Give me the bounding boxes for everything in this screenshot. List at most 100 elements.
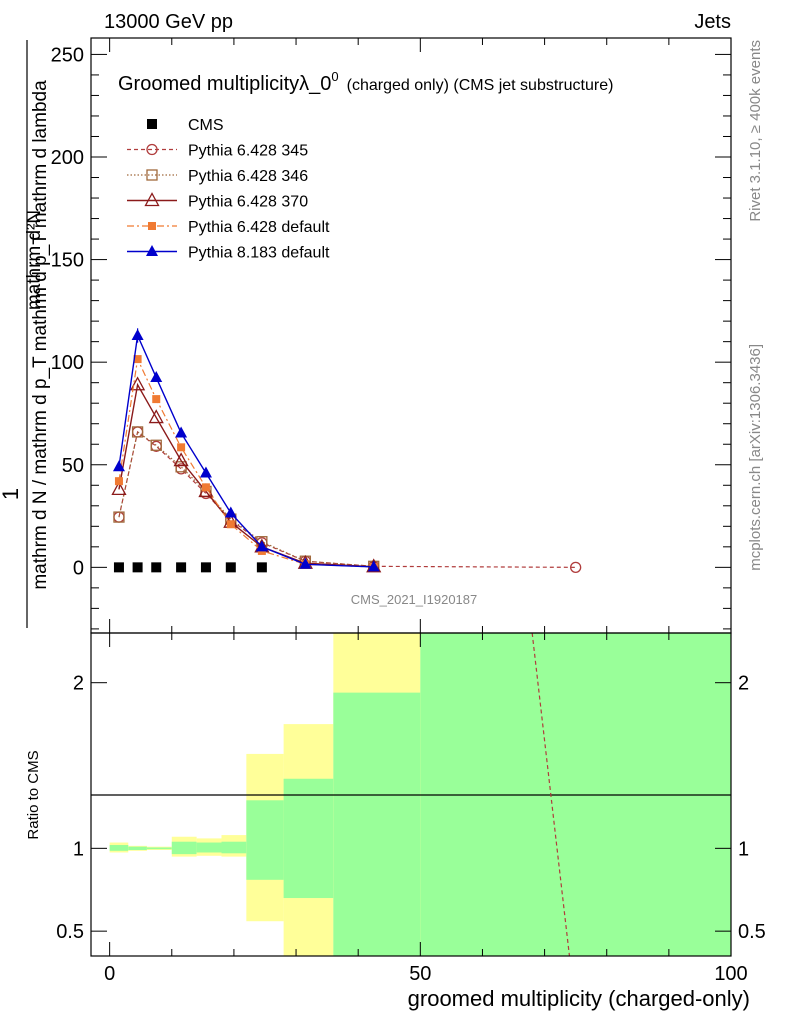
main-series bbox=[111, 328, 582, 573]
point-data-2 bbox=[151, 562, 162, 573]
ratio-band-green-3 bbox=[171, 841, 197, 855]
series-pdef bbox=[114, 355, 378, 571]
point-pdef-2 bbox=[152, 395, 161, 404]
series-line-p345 bbox=[118, 430, 576, 568]
legend: CMS Pythia 6.428 345 Pythia 6.428 346 Pythi… bbox=[127, 117, 330, 262]
ratio-band-green-2 bbox=[146, 847, 172, 850]
point-p8-4 bbox=[199, 466, 212, 478]
ratio-band-green-0 bbox=[109, 845, 129, 851]
rivet-label: Rivet 3.1.10, ≥ 400k events bbox=[747, 40, 764, 222]
chart-title-main: Groomed multiplicityλ_0 bbox=[118, 73, 331, 95]
point-p346-0 bbox=[113, 511, 125, 523]
point-p370-2 bbox=[148, 409, 164, 424]
legend-entry-pdef: Pythia 6.428 default bbox=[127, 219, 330, 236]
watermark: CMS_2021_I1920187 bbox=[351, 592, 478, 607]
point-pdef-1 bbox=[133, 355, 142, 364]
point-p346-2 bbox=[150, 439, 162, 451]
point-p8-7 bbox=[299, 557, 312, 569]
y-tick-label-0: 0 bbox=[73, 557, 84, 579]
legend-label-p345: Pythia 6.428 345 bbox=[188, 143, 308, 160]
x-tick-label-0: 0 bbox=[104, 963, 115, 985]
series-p8 bbox=[112, 329, 380, 572]
legend-entry-p8: Pythia 8.183 default bbox=[127, 245, 330, 262]
ratio-tick-label-left-2: 2 bbox=[73, 673, 84, 695]
header-right: Jets bbox=[694, 11, 731, 33]
point-p345-9 bbox=[570, 561, 582, 573]
x-axis-label: groomed multiplicity (charged-only) bbox=[408, 986, 750, 1011]
y-tick-label-1: 50 bbox=[62, 455, 84, 477]
ratio-band-green-4 bbox=[196, 842, 222, 853]
legend-marker-p370 bbox=[144, 192, 160, 207]
point-p8-0 bbox=[112, 460, 125, 472]
legend-marker-p8 bbox=[146, 245, 158, 256]
point-data-6 bbox=[256, 562, 267, 573]
ratio-tick-label-right-1: 1 bbox=[738, 838, 749, 860]
y-axis-label-top: 1 bbox=[0, 488, 23, 500]
header-left: 13000 GeV pp bbox=[104, 11, 233, 33]
ratio-tick-label-left-0: 0.5 bbox=[56, 921, 84, 943]
legend-entry-data: CMS bbox=[147, 117, 224, 134]
chart-title-sup: 0 bbox=[331, 69, 338, 84]
ratio-band-green-7 bbox=[283, 778, 334, 899]
legend-marker-p345 bbox=[146, 143, 158, 156]
ratio-band-green-6 bbox=[246, 800, 284, 880]
legend-label-p8: Pythia 8.183 default bbox=[188, 245, 330, 262]
ratio-tick-label-right-2: 2 bbox=[738, 673, 749, 695]
point-data-3 bbox=[176, 562, 187, 573]
series-p370 bbox=[111, 376, 382, 573]
ratio-tick-label-left-1: 1 bbox=[73, 838, 84, 860]
ratio-band-green-8 bbox=[333, 692, 421, 956]
main-frame bbox=[90, 37, 732, 634]
y-tick-label-3: 150 bbox=[51, 250, 84, 272]
ratio-tick-label-right-0: 0.5 bbox=[738, 921, 766, 943]
legend-entry-p345: Pythia 6.428 345 bbox=[127, 143, 308, 160]
series-line-p346 bbox=[118, 430, 374, 567]
legend-marker-pdef bbox=[148, 222, 156, 230]
chart-title-suffix: (charged only) (CMS jet substructure) bbox=[347, 77, 614, 94]
point-data-1 bbox=[132, 562, 143, 573]
y-axis-label-denominator: mathrm d N / mathrm d p_T mathrm d p_T m… bbox=[30, 80, 51, 590]
point-p346-1 bbox=[131, 426, 144, 438]
axis-ticks: 0 50 100 0 50 100 150 200 250 0.5 0.5 1 1 2 2 bbox=[51, 38, 766, 985]
y-tick-label-4: 200 bbox=[51, 147, 84, 169]
chart-title: Groomed multiplicityλ_00 (charged only) (… bbox=[118, 69, 613, 95]
ratio-series-line bbox=[531, 632, 571, 957]
x-tick-label-1: 50 bbox=[409, 963, 431, 985]
point-p8-8 bbox=[367, 560, 380, 572]
legend-label-data: CMS bbox=[188, 117, 224, 134]
legend-marker-data bbox=[147, 119, 157, 129]
ratio-band-green-5 bbox=[221, 841, 247, 854]
legend-label-pdef: Pythia 6.428 default bbox=[188, 219, 330, 236]
ratio-y-axis-label: Ratio to CMS bbox=[25, 750, 42, 839]
legend-label-p370: Pythia 6.428 370 bbox=[188, 194, 308, 211]
series-line-pdef bbox=[118, 357, 374, 568]
point-pdef-3 bbox=[177, 443, 186, 452]
point-data-5 bbox=[225, 562, 236, 573]
legend-entry-p346: Pythia 6.428 346 bbox=[127, 168, 308, 185]
point-data-0 bbox=[113, 562, 124, 573]
ratio-frame bbox=[90, 632, 732, 957]
x-tick-label-2: 100 bbox=[714, 963, 747, 985]
mcplots-label: mcplots.cern.ch [arXiv:1306.3436] bbox=[747, 344, 764, 571]
y-tick-label-2: 100 bbox=[51, 352, 84, 374]
series-p346 bbox=[113, 426, 380, 572]
point-p8-3 bbox=[175, 426, 188, 438]
legend-entry-p370: Pythia 6.428 370 bbox=[127, 192, 308, 211]
point-data-4 bbox=[200, 562, 211, 573]
legend-marker-p346 bbox=[146, 169, 158, 181]
point-pdef-5 bbox=[226, 520, 235, 529]
point-p370-3 bbox=[173, 452, 189, 467]
point-p8-2 bbox=[150, 371, 163, 383]
point-pdef-4 bbox=[201, 483, 210, 492]
series-data bbox=[113, 562, 267, 573]
legend-label-p346: Pythia 6.428 346 bbox=[188, 168, 308, 185]
point-p370-0 bbox=[111, 481, 127, 496]
point-p370-1 bbox=[130, 376, 146, 391]
y-axis-label-numerator: mathrm d²N bbox=[24, 210, 45, 310]
point-p8-5 bbox=[224, 506, 237, 518]
ratio-band-green-1 bbox=[128, 846, 147, 850]
y-tick-label-5: 250 bbox=[51, 44, 84, 66]
ratio-line-p345 bbox=[531, 632, 571, 957]
point-p8-6 bbox=[255, 540, 268, 552]
